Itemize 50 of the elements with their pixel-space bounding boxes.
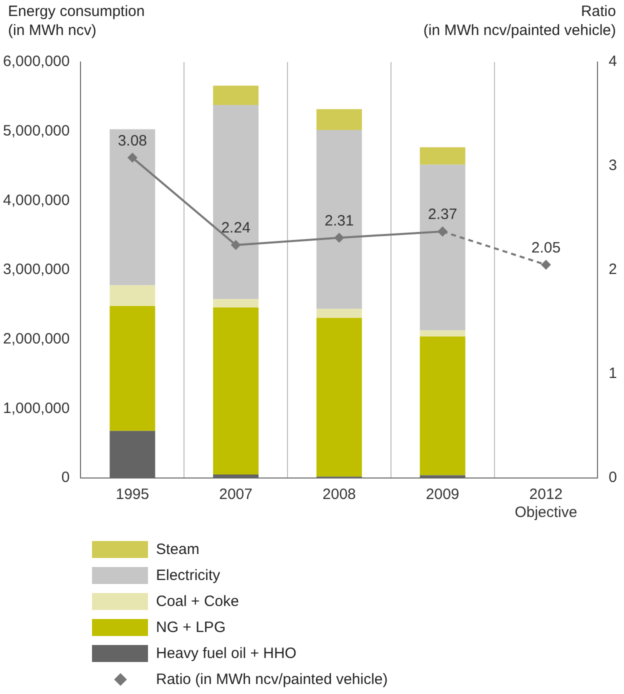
bar [110,285,156,306]
y-tick-label: 5,000,000 [2,122,70,140]
y2-tick-label: 1 [608,365,617,382]
x-tick-label: 2008 [322,486,356,504]
y-tick-label: 1,000,000 [2,400,70,417]
legend-label: NG + LPG [156,618,226,636]
y2-tick-label: 2 [608,261,617,278]
y-tick-label: 2,000,000 [2,330,70,348]
point [127,152,138,163]
y2-tick-label: 4 [608,53,617,70]
legend-label: Ratio (in MWh ncv/painted vehicle) [156,670,388,688]
bar [316,318,362,477]
x-tick-label: 2012 Objective [514,486,578,522]
y-tick-label: 4,000,000 [2,192,70,209]
x-tick-label: 1995 [116,486,150,504]
legend-label: Electricity [156,566,220,584]
data-label: 3.08 [118,132,148,150]
y-axis-title: Energy consumption (in MWh ncv) [8,2,145,40]
bar [110,306,156,431]
x-tick-label: 2009 [426,486,460,504]
legend-label: Heavy fuel oil + HHO [156,644,296,662]
point [540,260,551,270]
y2-tick-label: 0 [608,469,617,486]
x-tick-label: 2007 [219,486,252,504]
y-tick-label: 0 [61,469,70,486]
bar [316,109,362,130]
data-label: 2.05 [531,239,561,256]
legend-label: Coal + Coke [156,592,239,610]
point [438,226,448,237]
y-tick-label: 3,000,000 [2,261,70,278]
bar [213,86,259,105]
bar [110,129,156,286]
legend-label: Steam [156,540,200,558]
y2-tick-label: 3 [608,157,617,174]
bar [420,330,466,337]
point [334,232,344,243]
data-label: 2.24 [221,220,250,237]
data-label: 2.31 [324,212,354,230]
bar [420,164,466,330]
bar [213,299,259,308]
bar [316,130,362,309]
point [230,240,241,250]
bar [316,308,362,318]
bar [213,104,259,300]
y2-axis-title: Ratio (in MWh ncv/painted vehicle) [423,2,616,40]
y-tick-label: 6,000,000 [2,53,70,70]
bar [420,147,466,165]
bar [420,336,466,476]
bar [213,307,259,475]
data-label: 2.37 [428,206,458,224]
